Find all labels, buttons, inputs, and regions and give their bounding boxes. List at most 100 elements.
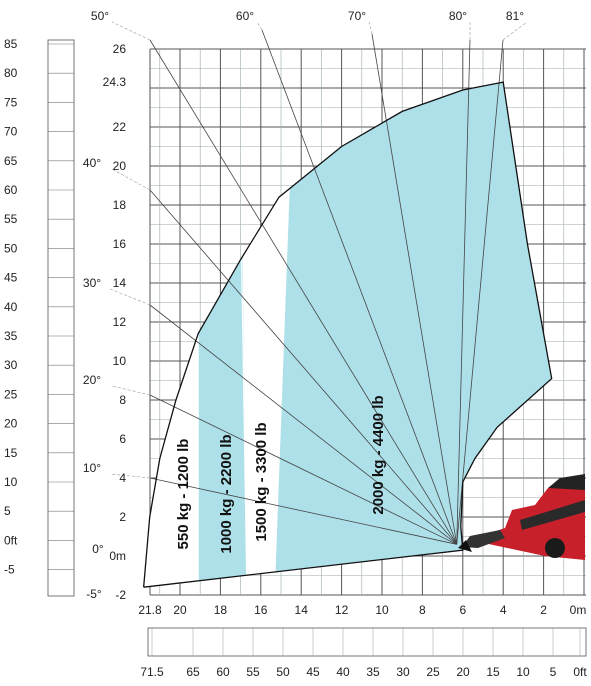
imperial-x-tick-label: 15 [486,665,500,679]
x-tick-label: 6 [459,603,466,617]
x-tick-label: 21.8 [138,603,162,617]
x-tick-label: 10 [375,603,389,617]
imperial-x-tick-label: 25 [426,665,440,679]
imperial-x-tick-label: 20 [456,665,470,679]
y-tick-label: 2 [119,510,126,524]
boom-angle-label: 50° [91,9,109,23]
machine-forks [458,540,472,552]
boom-angle-ray [149,394,457,545]
telehandler-machine [458,474,585,560]
x-tick-label: 20 [173,603,187,617]
boom-angle-rays [109,21,528,545]
imperial-y-tick-label: 70 [4,125,18,139]
imperial-x-tick-label: 50 [276,665,290,679]
imperial-x-tick-label: 5 [550,665,557,679]
y-tick-label: 8 [119,393,126,407]
imperial-x-ruler [147,627,587,657]
working-envelope [142,81,553,588]
imperial-y-tick-label: 5 [4,504,11,518]
x-tick-label: 8 [419,603,426,617]
y-tick-label: 16 [113,237,127,251]
imperial-x-tick-label: 45 [306,665,320,679]
zone-label-2: 1500 kg - 3300 lb [253,422,270,541]
load-zones [141,82,552,588]
imperial-x-tick-label: 71.5 [140,665,164,679]
imperial-y-tick-label: 20 [4,417,18,431]
boom-angle-label: 81° [506,9,524,23]
y-tick-label: 24.3 [103,75,127,89]
boom-angle-label: 70° [348,9,366,23]
y-tick-label: 0m [109,549,126,563]
boom-angle-label: 60° [236,9,254,23]
machine-boom [520,500,585,530]
x-tick-label: 12 [335,603,349,617]
y-tick-label: 10 [113,354,127,368]
zone-divider [274,189,290,572]
zone-label-3: 2000 kg - 4400 lb [370,395,387,514]
boom-angle-ray [149,477,457,545]
x-tick-label: 0m [570,603,587,617]
boom-angle-ray [149,189,458,545]
imperial-y-tick-label: 30 [4,358,18,372]
imperial-y-tick-label: -5 [4,563,15,577]
boom-angle-label: 40° [83,156,101,170]
imperial-y-tick-label: 40 [4,300,18,314]
boom-angle-ray-extension [256,21,263,31]
imperial-x-tick-label: 35 [366,665,380,679]
imperial-y-tick-label: 60 [4,183,18,197]
zone-550kg [141,333,199,588]
y-tick-label: 18 [113,198,127,212]
boom-angle-ray-extension [111,385,151,396]
y-tick-label: 12 [113,315,127,329]
envelope-fill [143,82,552,588]
imperial-y-tick-label: 0ft [4,533,18,547]
envelope-outline [142,81,553,588]
zone-1500kg [242,189,290,576]
x-tick-label: 4 [500,603,507,617]
boom-angle-ray-extension [111,21,151,41]
machine-wheel [545,538,565,558]
y-tick-label: 26 [113,42,127,56]
machine-cab [548,474,585,490]
boom-angle-ray [149,39,458,545]
y-tick-label: 14 [113,276,127,290]
machine-boom-head [462,530,505,548]
boom-angle-ray-extension [111,168,151,191]
x-tick-label: 2 [540,603,547,617]
imperial-x-tick-label: 40 [336,665,350,679]
y-tick-label: 22 [113,120,127,134]
boom-angle-ray [149,304,457,545]
boom-angle-label: 30° [83,276,101,290]
boom-angle-ray [371,33,458,545]
boom-angle-ray [456,39,471,545]
zone-label-0: 550 kg - 1200 lb [175,439,192,550]
boom-angle-label: -5° [86,587,102,601]
x-tick-label: 14 [295,603,309,617]
imperial-y-tick-label: 10 [4,475,18,489]
imperial-y-tick-label: 85 [4,37,18,51]
boom-angle-label: 80° [449,9,467,23]
imperial-x-tick-label: 10 [516,665,530,679]
x-tick-label: 18 [214,603,228,617]
imperial-y-tick-label: 65 [4,154,18,168]
y-tick-label: 6 [119,432,126,446]
imperial-x-tick-label: 60 [216,665,230,679]
imperial-x-tick-label: 0ft [573,665,587,679]
boom-angle-ray-extension [109,473,151,479]
boom-angle-label: 10° [83,461,101,475]
boom-angle-ray [261,29,458,545]
boom-angle-label: 0° [92,542,104,556]
zone-divider [241,257,248,576]
imperial-y-tick-label: 45 [4,271,18,285]
boom-angle-ray-extension [109,288,151,306]
boom-angle-ray-extension [368,21,373,35]
boom-angle-ray-extension [502,21,528,41]
y-tick-label: -2 [115,588,126,602]
imperial-y-tick-label: 15 [4,446,18,460]
x-tick-label: 16 [254,603,268,617]
imperial-y-tick-label: 35 [4,329,18,343]
imperial-y-ruler [47,39,75,597]
y-tick-label: 4 [119,471,126,485]
